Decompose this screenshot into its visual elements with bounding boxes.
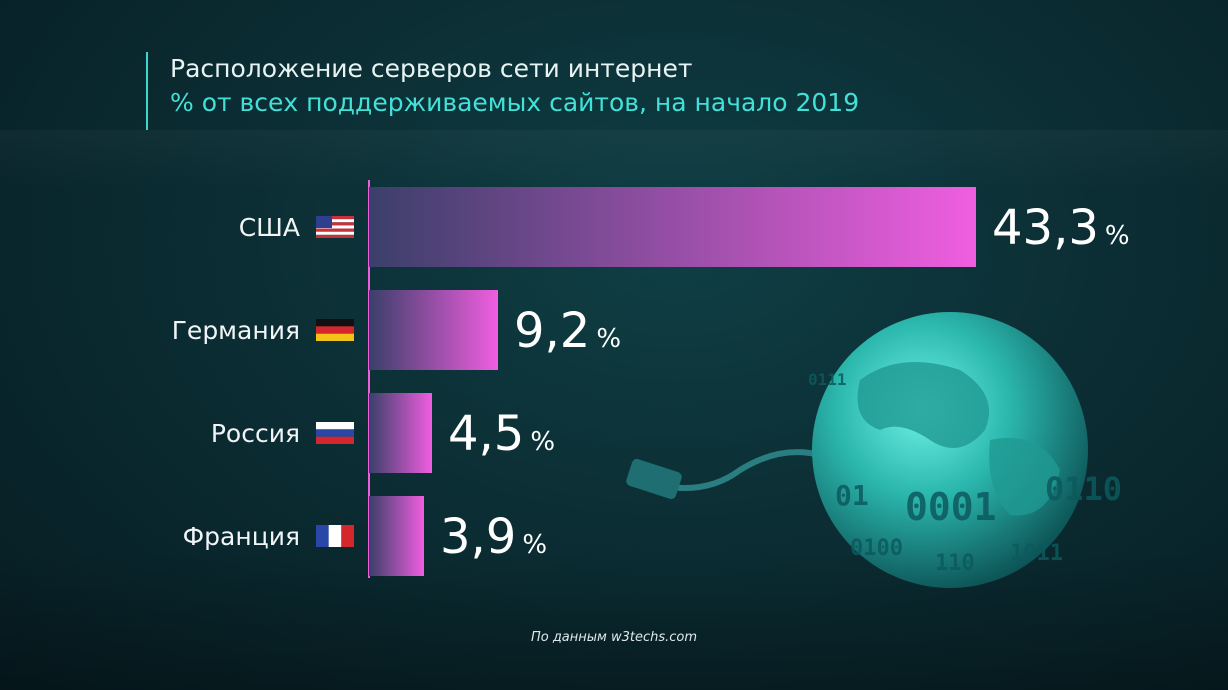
bar-3 bbox=[369, 496, 424, 576]
binary-text: 0001 bbox=[905, 485, 997, 529]
source-note: По данным w3techs.com bbox=[530, 630, 698, 645]
continent-shape bbox=[857, 362, 990, 448]
category-label: Франция bbox=[183, 522, 300, 551]
value-unit: % bbox=[522, 530, 547, 560]
category-label: Германия bbox=[172, 316, 300, 345]
background-floor bbox=[0, 550, 1228, 690]
chart-header: Расположение серверов сети интернет % от… bbox=[146, 52, 859, 130]
bar-0 bbox=[369, 187, 976, 267]
bar-2 bbox=[369, 393, 432, 473]
value-label: 43,3 bbox=[992, 200, 1099, 256]
russia-flag-icon bbox=[316, 422, 354, 444]
chart-subtitle: % от всех поддерживаемых сайтов, на нача… bbox=[170, 88, 860, 117]
continent-shape bbox=[989, 438, 1060, 516]
chart-title: Расположение серверов сети интернет bbox=[170, 54, 693, 83]
plug-icon bbox=[626, 458, 682, 500]
france-flag-icon bbox=[316, 525, 354, 547]
background-band bbox=[0, 130, 1228, 190]
category-label: Россия bbox=[211, 419, 300, 448]
bar-1 bbox=[369, 290, 498, 370]
value-label: 9,2 bbox=[514, 303, 590, 359]
value-unit: % bbox=[1105, 221, 1130, 251]
value-label: 3,9 bbox=[440, 509, 516, 565]
germany-flag-icon bbox=[316, 319, 354, 341]
us-flag-icon bbox=[316, 216, 354, 238]
binary-text: 0110 bbox=[1045, 470, 1122, 508]
value-unit: % bbox=[596, 324, 621, 354]
binary-text: 01 bbox=[835, 479, 869, 512]
binary-text: 0111 bbox=[808, 370, 847, 389]
binary-text: 0100 bbox=[850, 536, 903, 561]
value-unit: % bbox=[530, 427, 555, 457]
value-label: 4,5 bbox=[448, 406, 524, 462]
binary-text: 1011 bbox=[1010, 541, 1063, 566]
category-label: США bbox=[239, 213, 300, 242]
binary-text: 110 bbox=[935, 551, 975, 576]
